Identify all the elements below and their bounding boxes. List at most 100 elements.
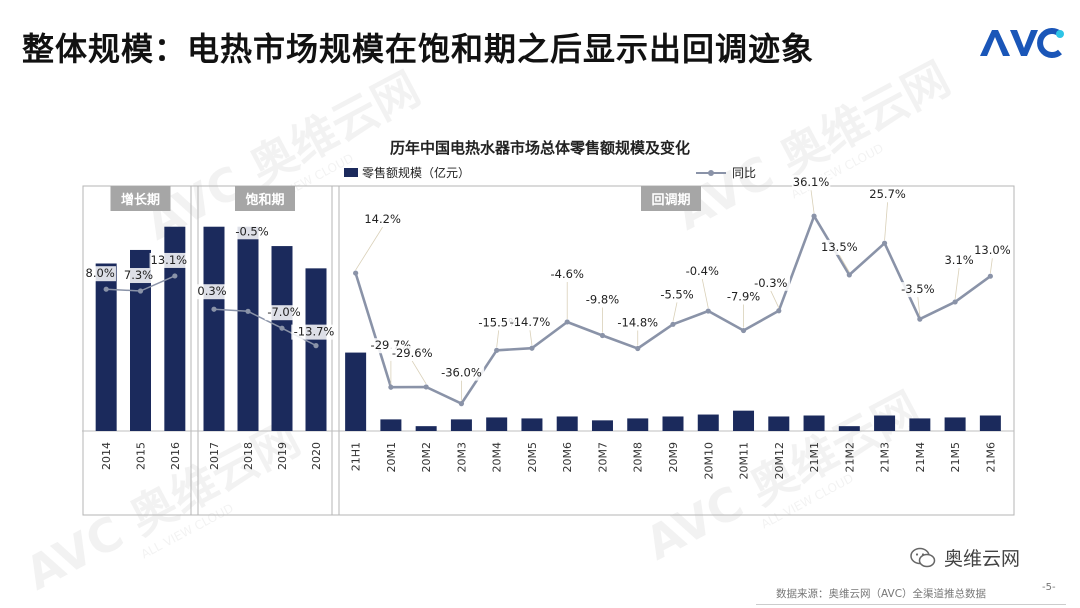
segment-header-label: 回调期 — [651, 193, 690, 208]
tick-label-20M4: 20M4 — [491, 442, 504, 473]
yoy-point-21M1 — [811, 213, 817, 219]
segment-header-label: 增长期 — [121, 192, 160, 208]
bar-21M3 — [874, 415, 896, 431]
yoy-point-2017 — [211, 306, 217, 312]
x-axis-ticks: 2014 2015 2016 2017 2018 2019 2020 21H1 20M1 20M2… — [100, 442, 997, 480]
yoy-label-bg — [820, 239, 859, 255]
yoy-label-2019: -7.0% — [267, 305, 300, 319]
bar-2018 — [237, 226, 259, 431]
yoy-point-20M1 — [388, 384, 394, 390]
yoy-label-leader — [884, 202, 888, 241]
bar-20M5 — [521, 418, 543, 431]
yoy-label-bg — [363, 212, 402, 228]
bar-20M8 — [627, 418, 649, 431]
yoy-label-bg — [791, 175, 831, 191]
yoy-point-20M3 — [458, 401, 465, 407]
yoy-label-2016: 13.1% — [151, 253, 188, 267]
yoy-label-bg — [149, 252, 189, 268]
bar-21H1 — [345, 352, 367, 431]
tick-label-21M5: 21M5 — [949, 442, 962, 473]
yoy-label-2014: 8.0% — [86, 266, 115, 280]
bar-2020 — [305, 268, 327, 431]
yoy-label-leader — [496, 330, 500, 348]
yoy-label-bg — [583, 292, 622, 308]
yoy-point-20M11 — [740, 327, 747, 334]
yoy-point-20M4 — [494, 347, 500, 353]
tick-label-20M1: 20M1 — [385, 442, 398, 473]
yoy-label-bg — [657, 287, 697, 303]
yoy-label-21M4: -3.5% — [901, 282, 934, 296]
footer-divider — [756, 604, 1066, 605]
yoy-label-bg — [751, 275, 791, 291]
bar-20M3 — [450, 419, 472, 431]
yoy-point-21H1 — [353, 270, 359, 276]
yoy-point-20M2 — [423, 384, 429, 390]
yoy-label-20M5: -14.7% — [510, 315, 551, 329]
yoy-label-2017: 0.3% — [197, 284, 226, 298]
yoy-point-20M5 — [529, 345, 535, 351]
tick-label-2014: 2014 — [100, 442, 113, 470]
yoy-line: 8.0% 7.3%13.1% 0.3% -0.5% -7.0% -13.7% 14.2% -2… — [84, 175, 1012, 407]
yoy-point-20M7 — [599, 332, 606, 339]
yoy-label-20M3: -36.0% — [441, 366, 482, 380]
yoy-point-2018 — [245, 308, 251, 314]
wechat-account-name: 奥维云网 — [944, 548, 1021, 570]
yoy-label-2015: 7.3% — [124, 268, 153, 282]
tick-label-20M2: 20M2 — [420, 442, 433, 473]
bar-20M10 — [697, 414, 719, 431]
yoy-label-bg — [196, 284, 228, 300]
tick-label-2016: 2016 — [169, 442, 182, 470]
tick-label-2017: 2017 — [208, 442, 221, 470]
tick-label-2019: 2019 — [276, 442, 289, 470]
yoy-label-bg — [683, 264, 722, 280]
yoy-label-leader — [672, 302, 678, 322]
tick-label-20M5: 20M5 — [526, 442, 539, 473]
bar-2015 — [130, 249, 151, 431]
legend-bar-label: 零售额规模（亿元） — [362, 165, 470, 180]
yoy-label-bg — [122, 268, 155, 284]
bar-21M6 — [979, 415, 1001, 431]
bar-20M2 — [415, 426, 437, 431]
tick-label-20M11: 20M11 — [738, 442, 751, 480]
legend-bar-swatch — [344, 168, 358, 177]
watermark-text: AVC 奥维云网 — [17, 411, 309, 600]
yoy-point-20M10 — [705, 308, 711, 314]
yoy-point-2014 — [103, 286, 109, 292]
bar-20M6 — [556, 416, 578, 431]
yoy-label-bg — [232, 224, 272, 240]
yoy-label-21M5: 3.1% — [944, 253, 973, 267]
slide-title: 整体规模：电热市场规模在饱和期之后显示出回调迹象 — [22, 30, 815, 68]
tick-label-21H1: 21H1 — [350, 442, 363, 471]
yoy-label-bg — [547, 266, 587, 282]
legend: 零售额规模（亿元） 同比 — [344, 165, 756, 180]
yoy-label-bg — [615, 315, 661, 331]
bar-21M5 — [944, 417, 966, 431]
yoy-label-20M6: -4.6% — [551, 267, 584, 281]
bar-20M7 — [591, 420, 613, 431]
tick-label-21M1: 21M1 — [808, 442, 821, 473]
yoy-label-bg — [264, 305, 304, 321]
yoy-label-21M6: 13.0% — [974, 243, 1011, 257]
yoy-point-20M12 — [776, 308, 782, 314]
yoy-label-21M1: 36.1% — [793, 175, 830, 189]
segment-header-box — [235, 186, 295, 211]
yoy-point-20M6 — [564, 319, 570, 325]
bar-2014 — [95, 263, 117, 431]
segment-header-label: 饱和期 — [244, 192, 284, 208]
wechat-icon — [910, 547, 936, 567]
bar-20M11 — [733, 410, 755, 431]
tick-label-21M2: 21M2 — [843, 442, 856, 473]
yoy-point-20M9 — [670, 321, 676, 327]
yoy-point-2019 — [279, 325, 285, 331]
yoy-label-bg — [898, 282, 938, 298]
yoy-label-bg — [868, 187, 907, 203]
yoy-label-21H1: 14.2% — [364, 212, 401, 226]
tick-label-21M6: 21M6 — [984, 442, 997, 473]
yoy-label-21M3: 25.7% — [869, 187, 906, 201]
bar-20M9 — [662, 416, 684, 431]
yoy-label-bg — [389, 345, 435, 361]
legend-line-marker — [708, 170, 714, 176]
bar-21M2 — [838, 426, 860, 431]
tick-label-2020: 2020 — [310, 442, 323, 470]
